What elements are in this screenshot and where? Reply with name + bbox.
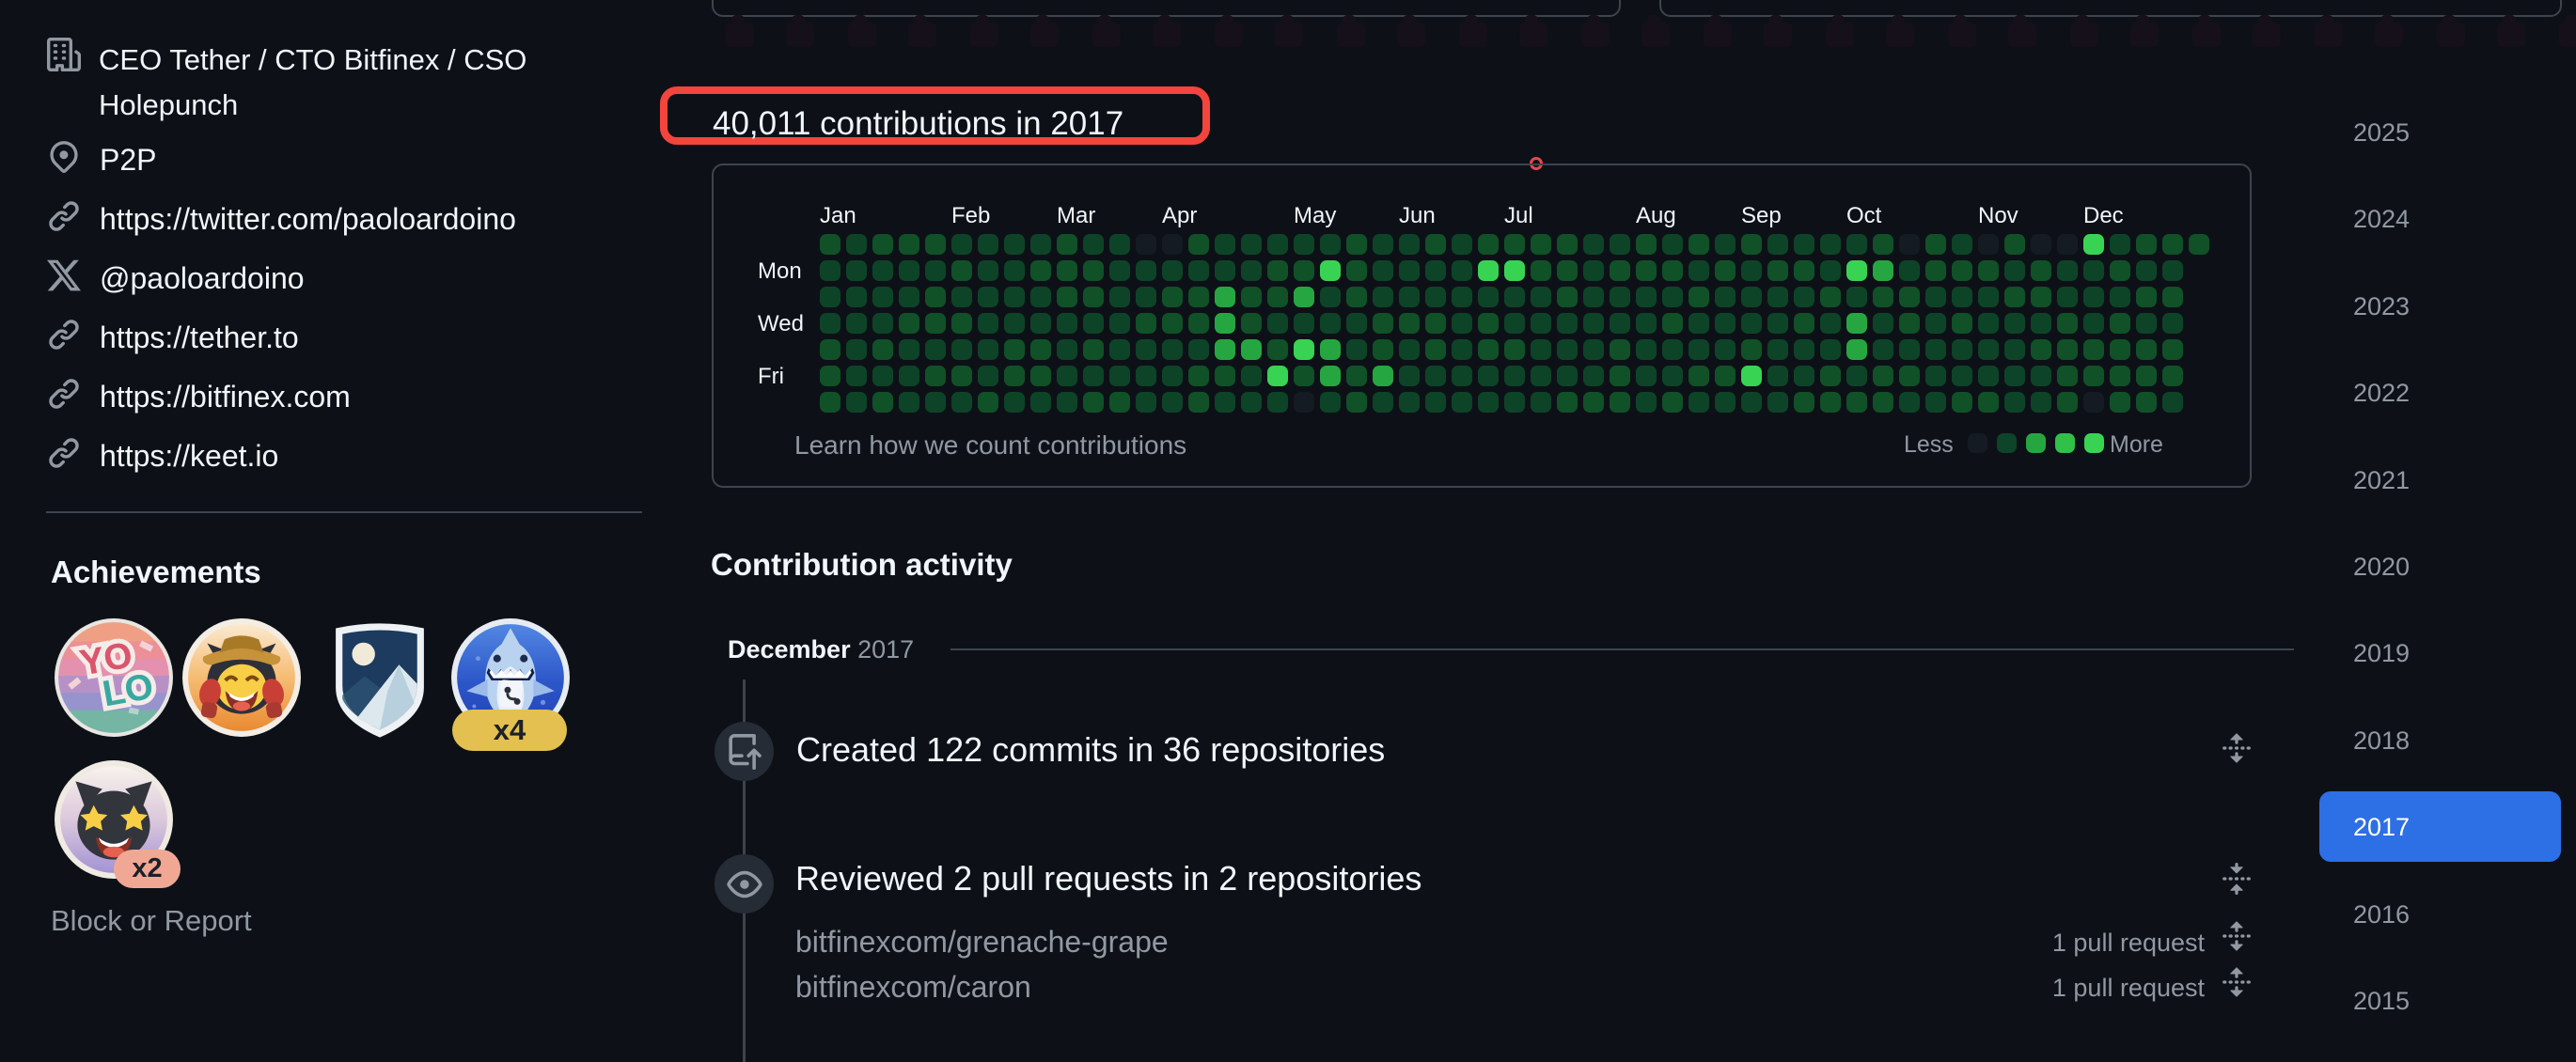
svg-text:LO: LO [100, 666, 156, 715]
svg-text:YO: YO [77, 634, 135, 683]
